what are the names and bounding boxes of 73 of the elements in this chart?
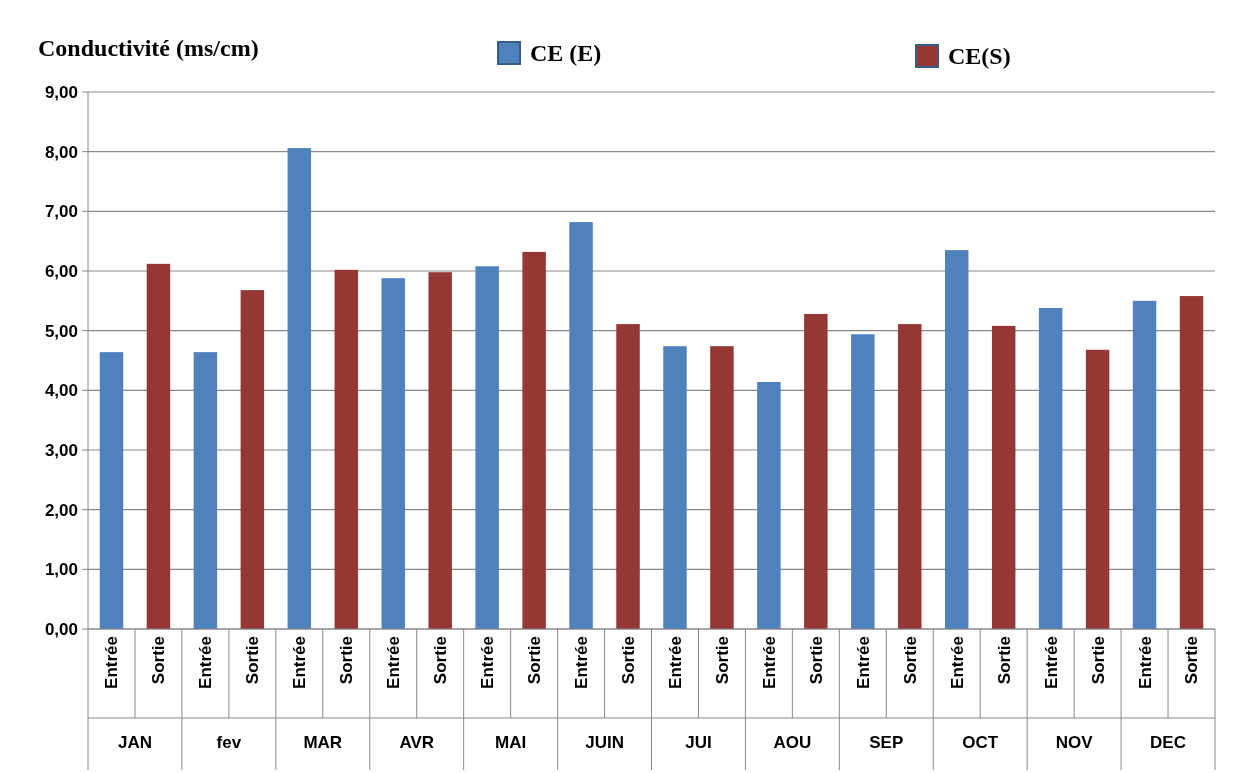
- x-tick-label: Sortie: [1088, 636, 1108, 685]
- x-tick-label: Sortie: [431, 636, 451, 685]
- x-tick-label: Sortie: [994, 636, 1014, 685]
- x-tick-label: Sortie: [806, 636, 826, 685]
- bar: [663, 346, 687, 629]
- text: MAI: [495, 733, 527, 752]
- bar: [944, 250, 969, 629]
- y-tick-label: 8,00: [44, 142, 78, 162]
- y-tick-label: 1,00: [44, 560, 78, 580]
- text: NOV: [1055, 733, 1094, 752]
- x-tick-label: Entrée: [665, 636, 685, 689]
- x-tick-label: Entrée: [290, 636, 310, 689]
- bar: [757, 381, 781, 629]
- bar: [428, 272, 452, 629]
- x-tick-label: Sortie: [149, 636, 169, 685]
- x-tick-label: Entrée: [947, 636, 967, 689]
- x-tick-label: Entrée: [1041, 636, 1061, 689]
- x-tick-label: Sortie: [525, 636, 545, 685]
- y-tick-label: 4,00: [44, 381, 78, 401]
- text: MAR: [303, 733, 343, 752]
- bar: [1038, 307, 1063, 629]
- y-tick-label: 5,00: [44, 321, 78, 341]
- y-tick-label: 7,00: [44, 202, 78, 222]
- x-tick-label: Sortie: [337, 636, 357, 685]
- bar: [710, 346, 734, 629]
- text: AOU: [773, 733, 812, 752]
- x-tick-label: Sortie: [712, 636, 732, 685]
- y-tick-label: 2,00: [44, 500, 78, 520]
- text: SEP: [869, 733, 904, 752]
- text: DEC: [1150, 733, 1186, 752]
- text: JUIN: [585, 733, 624, 752]
- x-tick-label: Sortie: [900, 636, 920, 685]
- chart-title: Conductivité (ms/cm): [38, 35, 259, 61]
- text: JUI: [685, 733, 712, 752]
- bar: [851, 334, 875, 629]
- bar: [99, 352, 124, 629]
- bar: [146, 263, 171, 629]
- bar: [991, 325, 1016, 629]
- x-tick-label: Entrée: [102, 636, 122, 689]
- bar: [898, 324, 922, 629]
- x-tick-label: Entrée: [196, 636, 216, 689]
- bar: [616, 324, 640, 629]
- x-tick-label: Entrée: [384, 636, 404, 689]
- bar: [334, 269, 359, 629]
- y-tick-label: 0,00: [44, 619, 78, 639]
- x-tick-label: Entrée: [478, 636, 498, 689]
- bar: [1179, 296, 1204, 629]
- bar: [287, 148, 312, 629]
- bar: [569, 222, 593, 629]
- x-tick-label: Sortie: [1182, 636, 1202, 685]
- bar: [522, 251, 546, 629]
- text: OCT: [962, 733, 999, 752]
- x-tick-label: Entrée: [759, 636, 779, 689]
- text: fev: [216, 733, 242, 752]
- x-tick-label: Entrée: [1135, 636, 1155, 689]
- y-tick-label: 3,00: [44, 440, 78, 460]
- x-tick-label: Entrée: [853, 636, 873, 689]
- text: JAN: [117, 733, 152, 752]
- legend-label: CE (E): [530, 40, 602, 67]
- x-tick-label: Sortie: [618, 636, 638, 685]
- bar: [804, 313, 828, 629]
- bar: [475, 266, 499, 629]
- bar: [193, 352, 218, 629]
- bar: [240, 290, 265, 629]
- y-tick-label: 9,00: [44, 82, 78, 102]
- x-tick-label: Sortie: [243, 636, 263, 685]
- bar: [381, 278, 405, 629]
- text: AVR: [399, 733, 435, 752]
- x-tick-label: Entrée: [572, 636, 592, 689]
- bar: [1132, 300, 1157, 629]
- legend-label: CE(S): [948, 43, 1011, 70]
- y-tick-label: 6,00: [44, 261, 78, 281]
- bar: [1085, 349, 1110, 629]
